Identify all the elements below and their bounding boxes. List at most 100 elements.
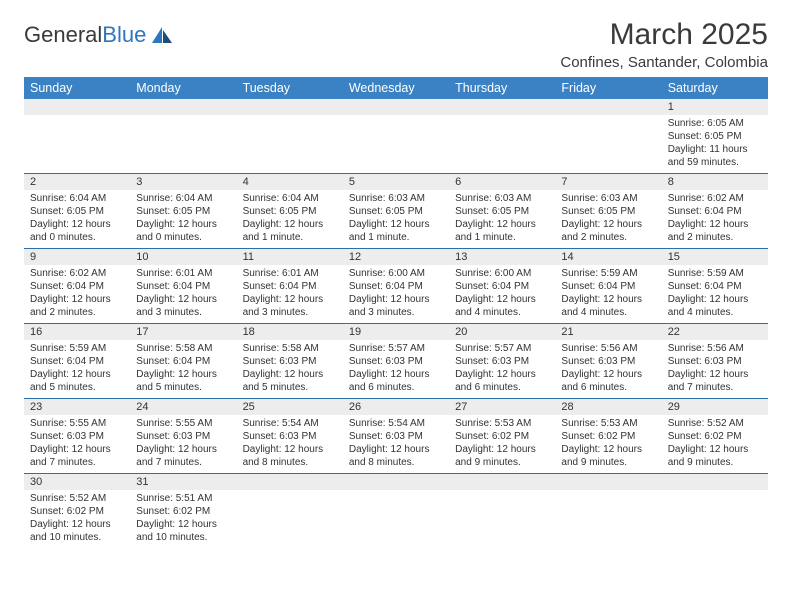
day-content-cell [449, 490, 555, 548]
day-content-row: Sunrise: 5:52 AMSunset: 6:02 PMDaylight:… [24, 490, 768, 548]
sunset-line: Sunset: 6:02 PM [30, 505, 124, 518]
sunset-line: Sunset: 6:03 PM [243, 430, 337, 443]
day-content-cell: Sunrise: 6:03 AMSunset: 6:05 PMDaylight:… [449, 190, 555, 249]
logo-sail-icon [148, 25, 174, 45]
day-number-row: 3031 [24, 474, 768, 491]
daylight-line: Daylight: 12 hours and 3 minutes. [243, 293, 337, 319]
daylight-line: Daylight: 12 hours and 8 minutes. [349, 443, 443, 469]
day-content-cell: Sunrise: 6:00 AMSunset: 6:04 PMDaylight:… [343, 265, 449, 324]
sunset-line: Sunset: 6:03 PM [455, 355, 549, 368]
daylight-line: Daylight: 12 hours and 4 minutes. [455, 293, 549, 319]
sunset-line: Sunset: 6:05 PM [349, 205, 443, 218]
day-number-row: 23242526272829 [24, 399, 768, 416]
sunset-line: Sunset: 6:05 PM [30, 205, 124, 218]
day-number-cell: 15 [662, 249, 768, 266]
sunset-line: Sunset: 6:04 PM [668, 280, 762, 293]
daylight-line: Daylight: 12 hours and 10 minutes. [136, 518, 230, 544]
day-content-cell: Sunrise: 6:03 AMSunset: 6:05 PMDaylight:… [555, 190, 661, 249]
sunrise-line: Sunrise: 5:54 AM [243, 417, 337, 430]
day-content-cell: Sunrise: 6:01 AMSunset: 6:04 PMDaylight:… [237, 265, 343, 324]
day-number-cell: 29 [662, 399, 768, 416]
sunrise-line: Sunrise: 6:01 AM [243, 267, 337, 280]
day-number-cell [24, 99, 130, 115]
sunset-line: Sunset: 6:04 PM [455, 280, 549, 293]
daylight-line: Daylight: 12 hours and 6 minutes. [349, 368, 443, 394]
sunset-line: Sunset: 6:05 PM [455, 205, 549, 218]
day-content-cell: Sunrise: 5:57 AMSunset: 6:03 PMDaylight:… [343, 340, 449, 399]
day-content-cell [555, 490, 661, 548]
day-number-cell: 11 [237, 249, 343, 266]
day-number-cell: 17 [130, 324, 236, 341]
sunset-line: Sunset: 6:02 PM [136, 505, 230, 518]
sunset-line: Sunset: 6:04 PM [136, 280, 230, 293]
sunrise-line: Sunrise: 6:03 AM [349, 192, 443, 205]
day-number-cell: 9 [24, 249, 130, 266]
daylight-line: Daylight: 12 hours and 4 minutes. [561, 293, 655, 319]
daylight-line: Daylight: 12 hours and 10 minutes. [30, 518, 124, 544]
sunrise-line: Sunrise: 6:02 AM [668, 192, 762, 205]
daylight-line: Daylight: 12 hours and 1 minute. [349, 218, 443, 244]
day-number-row: 1 [24, 99, 768, 115]
sunrise-line: Sunrise: 5:59 AM [30, 342, 124, 355]
sunrise-line: Sunrise: 6:00 AM [349, 267, 443, 280]
day-content-cell: Sunrise: 5:54 AMSunset: 6:03 PMDaylight:… [237, 415, 343, 474]
daylight-line: Daylight: 12 hours and 2 minutes. [561, 218, 655, 244]
day-content-cell: Sunrise: 5:56 AMSunset: 6:03 PMDaylight:… [555, 340, 661, 399]
sunset-line: Sunset: 6:05 PM [668, 130, 762, 143]
daylight-line: Daylight: 12 hours and 1 minute. [243, 218, 337, 244]
sunset-line: Sunset: 6:02 PM [668, 430, 762, 443]
day-content-cell [130, 115, 236, 174]
sunrise-line: Sunrise: 5:58 AM [136, 342, 230, 355]
day-number-cell [449, 474, 555, 491]
sunrise-line: Sunrise: 5:57 AM [455, 342, 549, 355]
sunrise-line: Sunrise: 5:53 AM [455, 417, 549, 430]
sunset-line: Sunset: 6:05 PM [561, 205, 655, 218]
day-content-cell [237, 490, 343, 548]
sunrise-line: Sunrise: 5:55 AM [136, 417, 230, 430]
day-number-cell: 10 [130, 249, 236, 266]
day-content-cell: Sunrise: 6:04 AMSunset: 6:05 PMDaylight:… [130, 190, 236, 249]
sunset-line: Sunset: 6:02 PM [561, 430, 655, 443]
day-number-cell: 27 [449, 399, 555, 416]
day-content-cell: Sunrise: 5:53 AMSunset: 6:02 PMDaylight:… [555, 415, 661, 474]
daylight-line: Daylight: 12 hours and 2 minutes. [30, 293, 124, 319]
daylight-line: Daylight: 12 hours and 3 minutes. [349, 293, 443, 319]
sunset-line: Sunset: 6:03 PM [243, 355, 337, 368]
day-number-cell: 8 [662, 174, 768, 191]
daylight-line: Daylight: 12 hours and 9 minutes. [455, 443, 549, 469]
sunrise-line: Sunrise: 5:59 AM [668, 267, 762, 280]
sunset-line: Sunset: 6:05 PM [136, 205, 230, 218]
sunset-line: Sunset: 6:04 PM [349, 280, 443, 293]
sunrise-line: Sunrise: 6:04 AM [136, 192, 230, 205]
weekday-header: Wednesday [343, 77, 449, 99]
daylight-line: Daylight: 12 hours and 5 minutes. [243, 368, 337, 394]
daylight-line: Daylight: 12 hours and 7 minutes. [136, 443, 230, 469]
day-content-cell [449, 115, 555, 174]
day-content-cell [343, 490, 449, 548]
sunset-line: Sunset: 6:03 PM [136, 430, 230, 443]
sunrise-line: Sunrise: 5:53 AM [561, 417, 655, 430]
day-content-row: Sunrise: 6:05 AMSunset: 6:05 PMDaylight:… [24, 115, 768, 174]
sunrise-line: Sunrise: 6:03 AM [455, 192, 549, 205]
title-block: March 2025 Confines, Santander, Colombia [560, 18, 768, 71]
weekday-header: Friday [555, 77, 661, 99]
day-content-row: Sunrise: 6:02 AMSunset: 6:04 PMDaylight:… [24, 265, 768, 324]
day-content-cell [662, 490, 768, 548]
daylight-line: Daylight: 12 hours and 6 minutes. [561, 368, 655, 394]
day-number-cell [237, 474, 343, 491]
day-content-row: Sunrise: 5:59 AMSunset: 6:04 PMDaylight:… [24, 340, 768, 399]
day-number-cell: 20 [449, 324, 555, 341]
day-content-cell: Sunrise: 5:58 AMSunset: 6:03 PMDaylight:… [237, 340, 343, 399]
day-content-cell: Sunrise: 5:52 AMSunset: 6:02 PMDaylight:… [24, 490, 130, 548]
day-number-cell: 22 [662, 324, 768, 341]
day-number-cell: 26 [343, 399, 449, 416]
daylight-line: Daylight: 12 hours and 6 minutes. [455, 368, 549, 394]
sunrise-line: Sunrise: 5:57 AM [349, 342, 443, 355]
day-number-cell [130, 99, 236, 115]
logo-text-a: General [24, 22, 102, 48]
sunset-line: Sunset: 6:04 PM [668, 205, 762, 218]
weekday-header: Thursday [449, 77, 555, 99]
daylight-line: Daylight: 12 hours and 9 minutes. [668, 443, 762, 469]
sunrise-line: Sunrise: 6:03 AM [561, 192, 655, 205]
sunrise-line: Sunrise: 5:55 AM [30, 417, 124, 430]
